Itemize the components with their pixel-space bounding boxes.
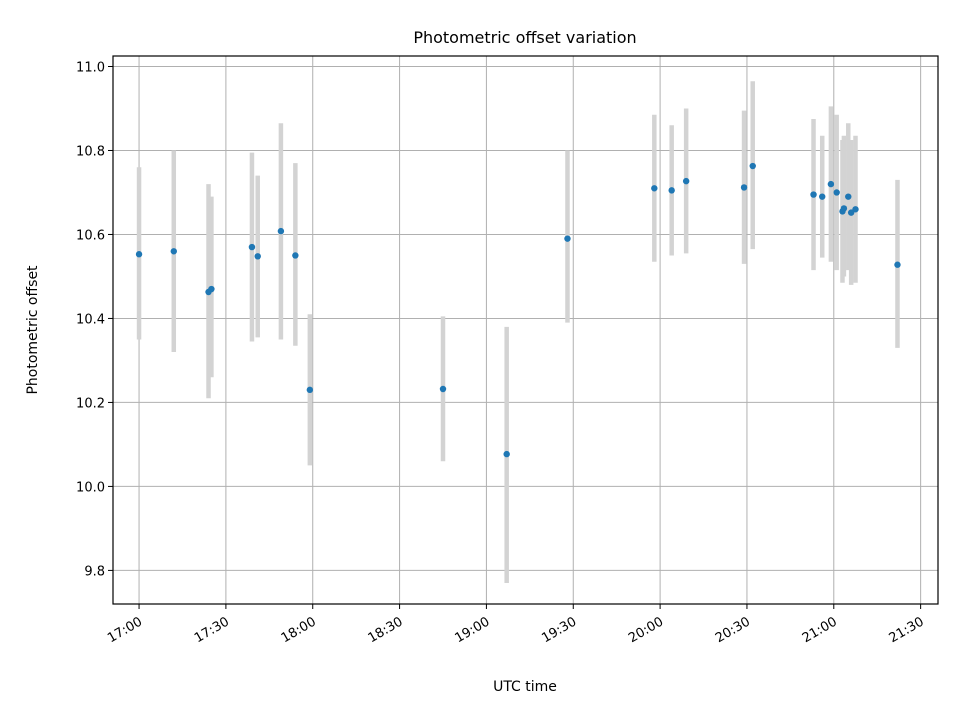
data-point bbox=[277, 227, 285, 235]
data-point bbox=[894, 261, 901, 268]
data-point bbox=[810, 191, 817, 198]
data-point bbox=[740, 184, 748, 191]
data-point bbox=[852, 206, 859, 213]
data-point bbox=[439, 385, 447, 393]
y-tick-label: 10.2 bbox=[76, 396, 105, 411]
data-point bbox=[564, 235, 571, 242]
data-point bbox=[248, 243, 256, 251]
x-axis-label: UTC time bbox=[493, 679, 557, 695]
y-axis-label: Photometric offset bbox=[25, 265, 41, 395]
data-point bbox=[135, 251, 143, 258]
data-points bbox=[135, 162, 901, 458]
grid bbox=[113, 56, 938, 604]
data-point bbox=[749, 162, 756, 170]
chart-title: Photometric offset variation bbox=[413, 28, 636, 47]
y-tick-label: 9.8 bbox=[84, 564, 105, 579]
y-tick-label: 10.4 bbox=[76, 312, 105, 327]
data-point bbox=[833, 189, 840, 196]
data-point bbox=[651, 185, 658, 192]
data-point bbox=[819, 193, 826, 200]
data-point bbox=[682, 177, 690, 185]
plot-frame bbox=[112, 55, 939, 605]
data-point bbox=[306, 386, 314, 394]
data-point bbox=[845, 193, 852, 200]
data-point bbox=[292, 252, 299, 259]
data-point bbox=[668, 187, 675, 194]
data-point bbox=[840, 205, 848, 212]
data-point bbox=[254, 253, 261, 260]
data-point bbox=[208, 285, 215, 293]
data-point bbox=[847, 209, 855, 216]
data-point bbox=[827, 180, 835, 188]
y-tick-label: 11.0 bbox=[76, 60, 105, 75]
data-point bbox=[503, 450, 510, 458]
y-tick-label: 10.8 bbox=[76, 144, 105, 159]
y-tick-label: 10.6 bbox=[76, 228, 105, 243]
data-point bbox=[170, 248, 177, 255]
y-axis: 9.8 10.0 10.2 10.4 10.6 10.8 11.0 bbox=[76, 60, 113, 579]
y-tick-label: 10.0 bbox=[76, 480, 105, 495]
